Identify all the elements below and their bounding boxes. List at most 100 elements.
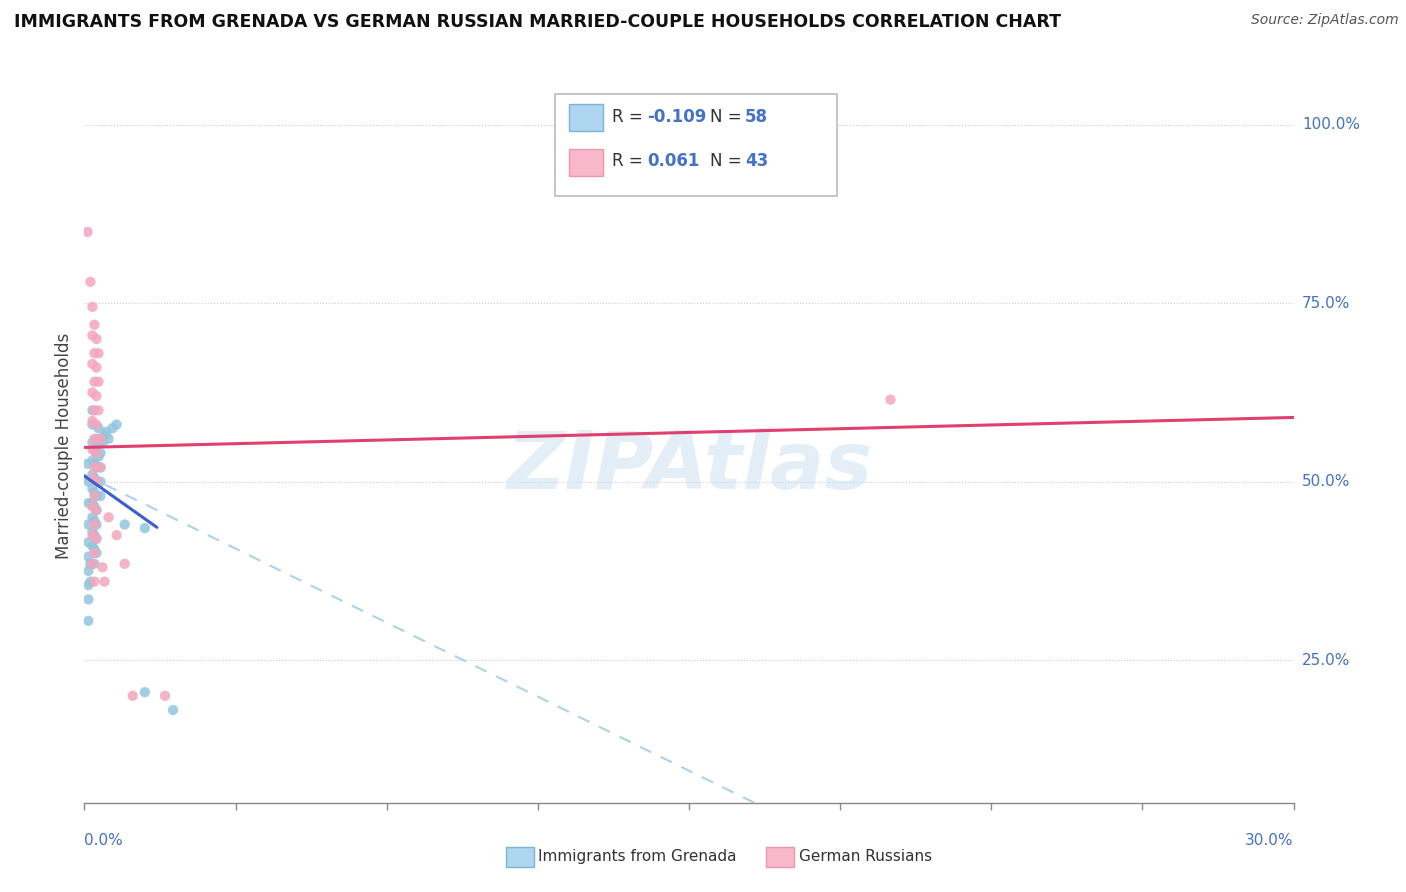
Point [91,435,114,450]
Point [77,517,100,532]
Point [86,432,108,446]
Point [86,460,108,475]
Point [83,432,105,446]
Point [82,467,104,482]
Point [86,546,108,560]
Point [76,457,98,471]
Point [83,375,105,389]
Point [87,375,110,389]
Text: 30.0%: 30.0% [1246,833,1294,848]
Point [105,417,128,432]
Point [105,528,128,542]
Point [93,428,115,442]
Point [83,442,105,457]
Point [114,557,136,571]
Point [114,517,136,532]
Text: German Russians: German Russians [799,849,932,863]
Point [82,510,104,524]
Text: 43: 43 [745,153,769,170]
Point [82,414,104,428]
Point [86,532,108,546]
Point [96,425,118,439]
Point [82,357,104,371]
Point [83,403,105,417]
Point [89,432,111,446]
Point [89,460,111,475]
Point [82,435,104,450]
Point [82,300,104,314]
Point [83,557,105,571]
Point [83,346,105,360]
Point [77,592,100,607]
Text: Source: ZipAtlas.com: Source: ZipAtlas.com [1251,13,1399,28]
Point [87,346,110,360]
Point [77,475,100,489]
Point [97,510,120,524]
Point [86,489,108,503]
Point [86,517,108,532]
Point [86,532,108,546]
Point [86,417,108,432]
Point [87,403,110,417]
Point [82,524,104,539]
Point [86,475,108,489]
Point [86,475,108,489]
Point [101,421,124,435]
Text: -0.109: -0.109 [647,108,706,126]
Point [83,471,105,485]
Point [76,225,98,239]
Point [89,475,111,489]
Point [86,360,108,375]
Point [82,442,104,457]
Text: 58: 58 [745,108,768,126]
Point [86,446,108,460]
Text: 50.0%: 50.0% [1302,475,1350,489]
Point [79,557,101,571]
Point [87,435,110,450]
Point [89,432,111,446]
Point [79,275,101,289]
Point [77,564,100,578]
Point [82,385,104,400]
Point [77,549,100,564]
Point [82,557,104,571]
Point [97,432,120,446]
Point [82,500,104,514]
Point [83,546,105,560]
Point [93,574,115,589]
Point [77,496,100,510]
Point [86,503,108,517]
Text: Immigrants from Grenada: Immigrants from Grenada [538,849,737,863]
Point [79,574,101,589]
Point [134,685,156,699]
Point [83,489,105,503]
Point [83,574,105,589]
Point [89,446,111,460]
Point [82,528,104,542]
Point [82,403,104,417]
Point [77,614,100,628]
Point [86,503,108,517]
Point [82,417,104,432]
Point [86,332,108,346]
Text: ZIPAtlas: ZIPAtlas [506,428,872,507]
Text: R =: R = [612,153,648,170]
Point [83,517,105,532]
Point [82,482,104,496]
Text: N =: N = [710,108,747,126]
Point [134,521,156,535]
Point [83,514,105,528]
Text: 100.0%: 100.0% [1302,118,1360,132]
Point [89,460,111,475]
Point [82,539,104,553]
Text: IMMIGRANTS FROM GRENADA VS GERMAN RUSSIAN MARRIED-COUPLE HOUSEHOLDS CORRELATION : IMMIGRANTS FROM GRENADA VS GERMAN RUSSIA… [14,13,1062,31]
Text: N =: N = [710,153,747,170]
Point [83,542,105,557]
Point [83,318,105,332]
Point [83,460,105,475]
Point [89,489,111,503]
Point [82,471,104,485]
Point [86,446,108,460]
Point [87,421,110,435]
Point [83,500,105,514]
